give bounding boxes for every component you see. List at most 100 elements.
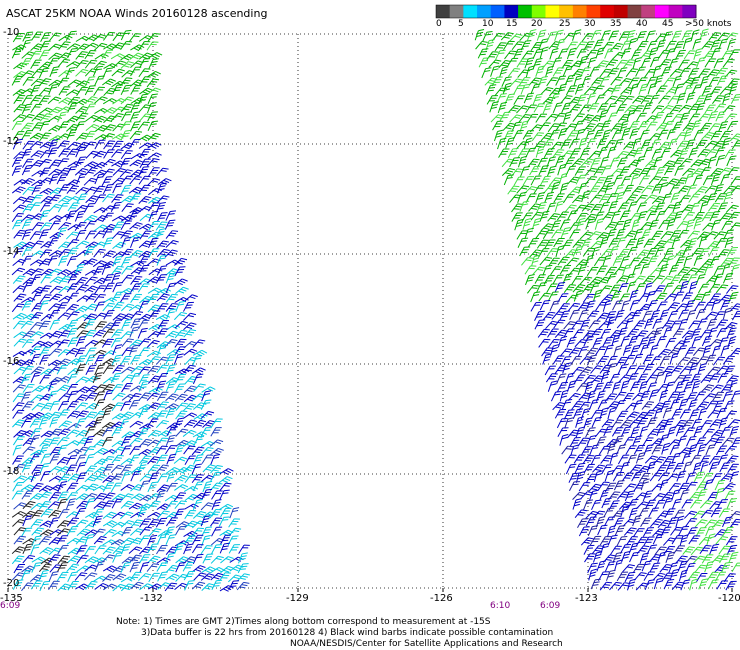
wind-barb xyxy=(84,176,97,189)
wind-barb xyxy=(103,327,115,340)
wind-barb xyxy=(591,156,601,170)
wind-barb xyxy=(696,101,705,115)
wind-barb xyxy=(149,571,160,585)
wind-barb xyxy=(712,344,721,358)
wind-barb xyxy=(220,541,230,555)
wind-barb xyxy=(211,554,224,567)
wind-barb xyxy=(104,388,114,402)
wind-barb xyxy=(584,39,595,53)
wind-barb xyxy=(23,75,34,89)
wind-barb xyxy=(688,236,697,250)
wind-barb xyxy=(138,571,151,584)
wind-barb xyxy=(526,191,537,205)
wind-barb xyxy=(694,47,702,61)
wind-barb xyxy=(185,293,198,305)
wind-barb xyxy=(601,542,610,556)
wind-barb xyxy=(67,409,80,422)
wind-barb xyxy=(563,110,571,124)
wind-barb xyxy=(694,424,703,438)
wind-barb xyxy=(666,551,675,565)
wind-barb xyxy=(121,463,132,477)
wind-barb xyxy=(156,408,167,422)
wind-barb xyxy=(558,127,567,141)
wind-barb xyxy=(120,417,129,431)
wind-barb xyxy=(175,344,186,358)
wind-barb xyxy=(630,550,640,564)
wind-barb xyxy=(673,120,683,134)
wind-barb xyxy=(729,255,740,269)
wind-barb xyxy=(561,93,573,106)
wind-barb xyxy=(167,452,176,466)
wind-barb xyxy=(645,578,655,592)
wind-barb xyxy=(706,443,716,457)
wind-barb xyxy=(211,425,222,439)
wind-barb xyxy=(723,307,731,321)
wind-barb xyxy=(547,75,559,89)
wind-barb xyxy=(174,310,187,323)
wind-barb xyxy=(672,29,682,43)
wind-barb xyxy=(32,401,45,414)
wind-barb xyxy=(676,515,684,529)
wind-barb xyxy=(112,97,126,108)
wind-barb xyxy=(157,471,168,485)
wind-barb xyxy=(93,507,104,521)
wind-barb xyxy=(157,436,169,449)
wind-barb xyxy=(551,343,559,357)
wind-barb xyxy=(560,433,568,447)
wind-barb xyxy=(103,42,117,53)
wind-barb xyxy=(670,352,678,366)
wind-barb xyxy=(12,302,24,315)
wind-barb xyxy=(94,95,107,107)
wind-barb xyxy=(683,37,691,51)
wind-barb xyxy=(491,64,500,78)
wind-barb xyxy=(633,352,643,366)
wind-barb xyxy=(193,552,203,566)
wind-barb xyxy=(23,30,33,44)
wind-barb xyxy=(610,156,620,170)
wind-barb xyxy=(86,384,99,396)
wind-barb xyxy=(655,370,664,384)
wind-barb xyxy=(660,308,669,322)
wind-barb xyxy=(633,514,642,528)
wind-barb xyxy=(595,217,603,231)
wind-barb xyxy=(32,384,45,396)
wind-barb xyxy=(140,212,153,224)
wind-barb xyxy=(716,534,728,547)
wind-barb xyxy=(600,580,612,593)
wind-barb xyxy=(95,353,105,367)
wind-barb xyxy=(587,265,598,279)
wind-barb xyxy=(730,221,740,234)
wind-barb xyxy=(697,480,708,494)
wind-barb xyxy=(41,195,54,207)
wind-barb xyxy=(689,102,701,115)
lat-label: -18 xyxy=(3,466,19,477)
wind-barb xyxy=(714,183,723,197)
wind-barb xyxy=(94,428,107,440)
wind-barb xyxy=(692,83,702,97)
wind-barb xyxy=(658,470,670,483)
wind-barb xyxy=(23,499,36,512)
wind-barb xyxy=(617,236,627,250)
wind-barb xyxy=(692,292,704,306)
wind-barb xyxy=(174,277,187,289)
wind-barb xyxy=(174,455,187,467)
wind-barb xyxy=(530,164,541,178)
wind-barb xyxy=(95,138,106,152)
wind-barb xyxy=(104,281,115,295)
wind-barb xyxy=(558,163,567,177)
wind-barb xyxy=(731,92,740,106)
wind-barb xyxy=(594,469,602,483)
wind-barb xyxy=(725,111,737,124)
wind-barb xyxy=(610,580,622,593)
wind-barb xyxy=(605,181,614,195)
wind-barb xyxy=(23,445,36,458)
wind-barb xyxy=(649,506,659,520)
note-line: NOAA/NESDIS/Center for Satellite Applica… xyxy=(290,639,563,649)
wind-barb xyxy=(58,507,69,521)
wind-barb xyxy=(23,267,36,279)
wind-barb xyxy=(482,66,492,80)
wind-barb xyxy=(58,201,69,215)
wind-barb xyxy=(139,141,153,152)
wind-barb xyxy=(663,325,672,339)
wind-barb xyxy=(14,292,26,305)
